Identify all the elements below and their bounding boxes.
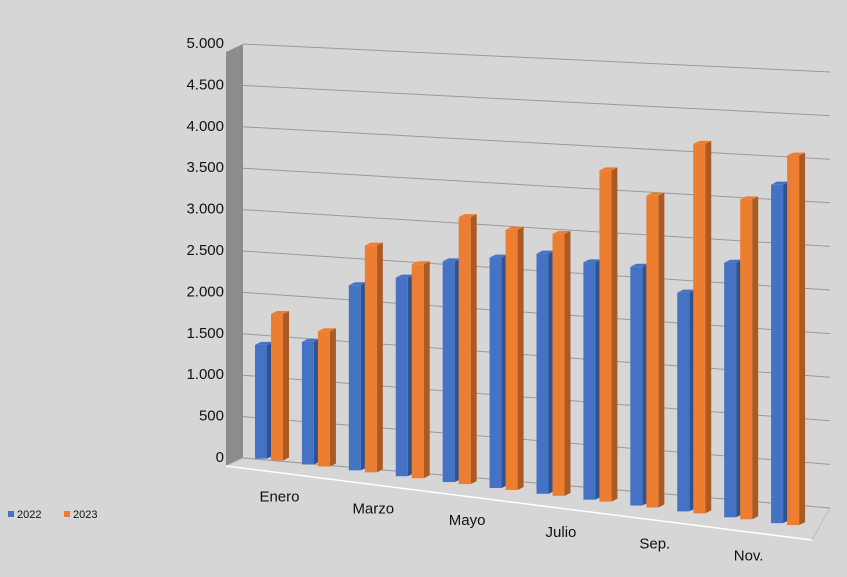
bar-top <box>301 338 320 342</box>
bar <box>395 277 408 477</box>
bar <box>271 314 283 461</box>
bar <box>255 344 267 459</box>
grid-line <box>242 84 831 117</box>
bar <box>740 199 753 520</box>
legend-swatch <box>64 511 70 517</box>
bar-side <box>329 328 336 467</box>
y-tick-label: 5.000 <box>186 35 224 52</box>
x-tick-label: Sep. <box>639 536 670 553</box>
bar <box>646 195 659 508</box>
bar-top <box>458 214 477 218</box>
bar-top <box>505 226 524 230</box>
legend-label: 2022 <box>17 509 41 521</box>
grid-line <box>242 126 831 160</box>
bar <box>677 292 690 512</box>
bar-top <box>348 282 367 286</box>
bar <box>411 264 424 479</box>
bar-side <box>283 311 289 461</box>
bar-side <box>611 167 618 502</box>
bar-top <box>536 250 555 254</box>
y-tick-label: 2.000 <box>186 283 224 300</box>
bar-side <box>752 196 759 520</box>
bar <box>536 253 549 494</box>
bar-top <box>771 181 790 185</box>
bar <box>693 143 706 514</box>
bar <box>489 257 502 488</box>
side-wall <box>226 44 243 466</box>
bar-top <box>271 311 289 315</box>
bar-side <box>423 261 430 479</box>
bar-side <box>517 226 524 490</box>
bar-top <box>646 192 665 196</box>
x-tick-label: Mayo <box>449 512 486 529</box>
grid-line <box>242 167 831 204</box>
bar-top <box>395 274 414 278</box>
bar-top <box>677 289 696 293</box>
grid-line <box>242 43 831 73</box>
bar <box>771 184 784 524</box>
bar-top <box>489 254 508 258</box>
bar <box>442 261 455 483</box>
x-tick-label: Enero <box>259 489 299 506</box>
bar <box>787 155 800 526</box>
bar <box>599 170 612 502</box>
bar-top <box>364 242 383 246</box>
bar-top <box>630 263 649 267</box>
legend-swatch <box>8 511 14 517</box>
bar <box>630 266 643 506</box>
bar-side <box>470 214 477 485</box>
y-tick-label: 1.500 <box>186 325 224 342</box>
x-tick-label: Nov. <box>734 547 764 564</box>
bar-top <box>724 259 743 263</box>
bar-top <box>442 258 461 262</box>
bar-side <box>564 231 571 496</box>
bar-top <box>599 167 618 171</box>
bar-top <box>740 196 759 200</box>
x-tick-label: Marzo <box>352 500 394 517</box>
bar-side <box>376 242 383 473</box>
bar-side <box>705 140 712 514</box>
bar <box>348 285 361 471</box>
x-tick-label: Julio <box>546 524 577 541</box>
bar <box>505 229 518 490</box>
y-tick-label: 4.500 <box>186 76 224 93</box>
grid-line <box>242 209 831 247</box>
y-tick-label: 500 <box>199 408 224 425</box>
bar-top <box>693 140 712 144</box>
y-tick-label: 1.000 <box>186 366 224 383</box>
bar <box>724 262 737 518</box>
bar <box>583 262 596 500</box>
bar-top <box>255 341 273 345</box>
bar <box>458 217 471 485</box>
floor-edge <box>225 465 813 541</box>
y-tick-label: 0 <box>216 449 224 466</box>
bar-top <box>787 152 806 156</box>
y-tick-label: 2.500 <box>186 242 224 259</box>
bar-top <box>317 328 336 332</box>
bar-side <box>658 192 665 508</box>
y-tick-label: 4.000 <box>186 118 224 135</box>
bar <box>317 331 330 467</box>
bar <box>552 234 565 496</box>
bar-top <box>583 259 602 263</box>
legend-label: 2023 <box>73 509 97 521</box>
bar-top <box>552 231 571 235</box>
bar-side <box>799 152 806 526</box>
y-tick-label: 3.000 <box>186 201 224 218</box>
bar-top <box>411 261 430 265</box>
bar <box>364 245 377 473</box>
y-tick-label: 3.500 <box>186 159 224 176</box>
bar <box>301 341 314 465</box>
